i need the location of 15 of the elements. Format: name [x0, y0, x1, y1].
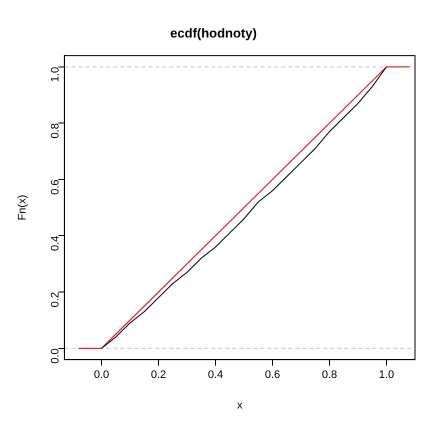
y-tick-label: 0.2 — [49, 292, 62, 308]
x-axis-title: x — [236, 399, 243, 412]
chart-title: ecdf(hodnoty) — [170, 25, 257, 40]
x-tick-label: 0.4 — [208, 369, 224, 382]
x-tick-label: 0.0 — [94, 369, 110, 382]
y-axis-title: Fn(x) — [16, 194, 29, 220]
y-tick-label: 0.0 — [49, 348, 62, 364]
x-tick-label: 0.6 — [264, 369, 280, 382]
x-tick-label: 0.8 — [322, 369, 338, 382]
y-tick-label: 1.0 — [49, 66, 62, 82]
x-tick-label: 1.0 — [378, 369, 394, 382]
y-tick-label: 0.6 — [49, 179, 62, 195]
x-tick-label: 0.2 — [150, 369, 166, 382]
y-tick-label: 0.4 — [49, 236, 62, 252]
y-tick-label: 0.8 — [49, 123, 62, 138]
